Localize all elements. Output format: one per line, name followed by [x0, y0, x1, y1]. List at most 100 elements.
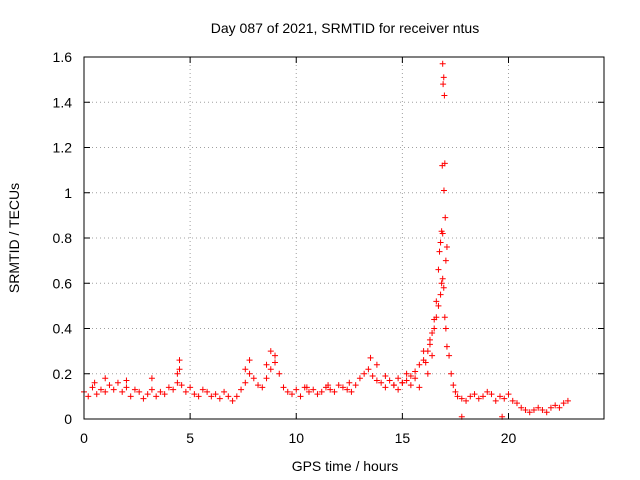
- data-point: [293, 386, 300, 393]
- data-point: [373, 377, 380, 384]
- data-point: [331, 388, 338, 395]
- data-point: [157, 388, 164, 395]
- y-tick-label: 1: [64, 185, 72, 201]
- data-point: [463, 397, 470, 404]
- data-point: [263, 361, 270, 368]
- data-point: [437, 291, 444, 298]
- data-point: [303, 384, 310, 391]
- data-point: [522, 406, 529, 413]
- data-point: [513, 400, 520, 407]
- y-tick-label: 1.4: [53, 94, 73, 110]
- data-point: [426, 341, 433, 348]
- data-point: [399, 379, 406, 386]
- data-point: [246, 370, 253, 377]
- data-point: [102, 375, 109, 382]
- data-point: [318, 388, 325, 395]
- data-point: [560, 400, 567, 407]
- data-points: [81, 60, 571, 420]
- data-point: [497, 393, 503, 400]
- data-point: [429, 330, 436, 337]
- data-point: [443, 244, 450, 251]
- data-point: [123, 384, 130, 391]
- data-point: [407, 373, 414, 380]
- data-point: [229, 397, 236, 404]
- data-point: [390, 382, 397, 389]
- data-point: [242, 379, 249, 386]
- data-point: [144, 391, 151, 398]
- y-tick-label: 0.2: [53, 366, 73, 382]
- data-point: [412, 375, 419, 382]
- data-point: [89, 384, 96, 391]
- data-point: [267, 366, 274, 373]
- data-point: [450, 382, 457, 389]
- data-point: [170, 386, 177, 393]
- y-tick-label: 1.6: [53, 49, 73, 65]
- data-point: [530, 406, 537, 413]
- data-point: [501, 395, 508, 402]
- data-point: [263, 375, 270, 382]
- data-point: [543, 409, 550, 416]
- data-point: [178, 382, 185, 389]
- data-point: [412, 368, 419, 375]
- data-point: [182, 388, 189, 395]
- data-point: [424, 370, 431, 377]
- data-point: [518, 404, 525, 411]
- data-point: [216, 395, 223, 402]
- data-point: [556, 404, 563, 411]
- data-point: [250, 375, 257, 382]
- y-tick-label: 0.6: [53, 275, 73, 291]
- data-point: [467, 393, 474, 400]
- data-point: [441, 92, 448, 99]
- data-point: [448, 370, 455, 377]
- data-point: [535, 404, 542, 411]
- data-point: [458, 395, 465, 402]
- data-point: [505, 391, 512, 398]
- data-point: [454, 393, 461, 400]
- data-point: [344, 386, 351, 393]
- data-point: [361, 370, 368, 377]
- data-point: [280, 384, 287, 391]
- data-point: [339, 384, 346, 391]
- data-point: [442, 214, 449, 221]
- data-point: [480, 393, 487, 400]
- data-point: [346, 379, 353, 386]
- data-point: [148, 375, 155, 382]
- data-point: [221, 388, 228, 395]
- y-tick-label: 1.2: [53, 140, 73, 156]
- x-tick-label: 20: [501, 430, 517, 446]
- data-point: [435, 302, 442, 309]
- data-point: [440, 74, 447, 81]
- data-point: [407, 382, 414, 389]
- data-point: [314, 391, 321, 398]
- data-point: [327, 386, 334, 393]
- data-point: [373, 361, 380, 368]
- data-point: [191, 391, 198, 398]
- data-point: [204, 388, 211, 395]
- data-point: [246, 357, 253, 364]
- data-point: [127, 393, 134, 400]
- data-point: [91, 379, 98, 386]
- data-point: [97, 386, 104, 393]
- axis-ticks: 0 5 10 15 20 0 0.2 0.4 0.6 0.8 1 1.2 1.4 1.6: [53, 49, 604, 446]
- data-point: [272, 359, 279, 366]
- data-point: [471, 391, 478, 398]
- data-point: [106, 382, 113, 389]
- data-point: [356, 375, 363, 382]
- data-point: [439, 162, 446, 169]
- data-point: [85, 393, 92, 400]
- x-tick-label: 15: [395, 430, 411, 446]
- data-point: [114, 379, 121, 386]
- data-point: [195, 393, 202, 400]
- data-point: [174, 379, 181, 386]
- data-point: [176, 357, 183, 364]
- data-point: [436, 248, 443, 255]
- data-point: [367, 354, 374, 361]
- y-tick-label: 0: [64, 411, 72, 427]
- x-axis-label: GPS time / hours: [292, 458, 399, 474]
- data-point: [433, 298, 440, 305]
- data-point: [429, 352, 436, 359]
- data-point: [509, 397, 516, 404]
- data-point: [242, 366, 249, 373]
- data-point: [238, 386, 245, 393]
